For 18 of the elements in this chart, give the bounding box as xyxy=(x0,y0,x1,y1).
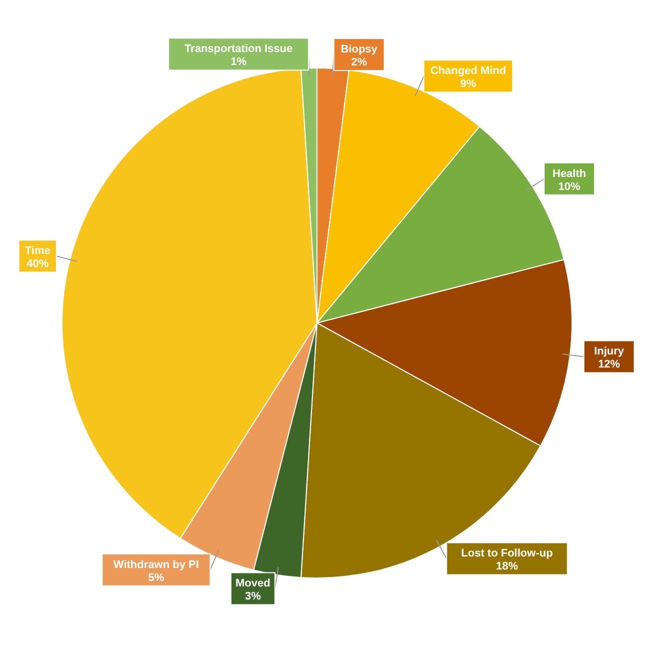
slice-label: Moved xyxy=(235,578,270,590)
data-label: 2% xyxy=(351,56,368,69)
data-label: 40% xyxy=(26,258,49,270)
data-label: 12% xyxy=(598,358,620,371)
slice-label: Health xyxy=(552,168,586,180)
slice-label: Lost to Follow-up xyxy=(461,548,554,560)
slice-label: Injury xyxy=(594,346,625,358)
slice-label: Withdrawn by PI xyxy=(113,558,199,571)
data-label: 18% xyxy=(496,560,518,573)
slice-label: Biopsy xyxy=(340,44,378,56)
data-label: 9% xyxy=(460,78,476,90)
slice-label: Transportation Issue xyxy=(184,43,293,56)
slice-label: Time xyxy=(24,245,50,258)
data-label: 10% xyxy=(558,180,581,193)
data-label: 5% xyxy=(148,572,164,584)
data-label: 1% xyxy=(230,56,247,68)
data-label: 3% xyxy=(244,590,262,603)
slice-label: Changed Mind xyxy=(430,65,506,78)
